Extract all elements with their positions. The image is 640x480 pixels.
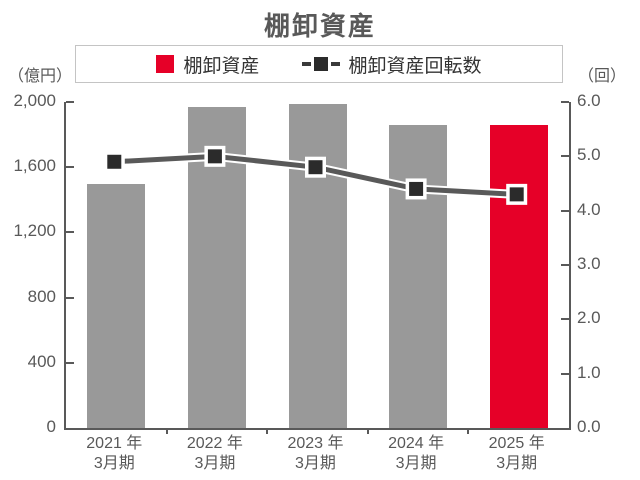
x-axis-boundary-tick xyxy=(266,428,269,434)
x-axis-boundary-tick xyxy=(366,428,369,434)
left-axis-unit: （億円） xyxy=(8,68,73,85)
right-axis-tick xyxy=(561,101,569,103)
left-axis-tick-label: 1,200 xyxy=(13,221,56,241)
right-axis-tick-label: 3.0 xyxy=(577,254,601,273)
left-axis-tick-label: 2,000 xyxy=(13,91,56,110)
legend-item-turnover: 棚卸資産回転数 xyxy=(301,51,482,78)
x-axis-category-label: 2023 年 3月期 xyxy=(287,435,344,472)
right-axis-tick-label: 5.0 xyxy=(577,145,601,165)
left-axis-tick xyxy=(66,166,74,169)
legend: 棚卸資産 棚卸資産回転数 xyxy=(75,45,563,83)
left-axis-tick-label: 800 xyxy=(27,286,56,306)
left-axis-tick-label: 0 xyxy=(46,417,56,436)
legend-item-inventory: 棚卸資産 xyxy=(156,51,260,78)
left-axis-tick-label: 400 xyxy=(27,351,56,371)
x-axis-category-label: 2022 年 3月期 xyxy=(186,435,243,472)
right-axis-tick xyxy=(561,318,569,321)
right-axis-tick-label: 1.0 xyxy=(577,362,601,382)
left-axis-tick xyxy=(66,231,74,234)
right-axis-tick xyxy=(561,209,569,212)
left-axis-tick-label: 1,600 xyxy=(13,156,56,176)
right-axis-tick xyxy=(561,155,569,158)
legend-label: 棚卸資産回転数 xyxy=(348,55,482,77)
plot-area xyxy=(64,101,571,434)
right-axis-tick-label: 6.0 xyxy=(577,91,601,110)
legend-label: 棚卸資産 xyxy=(183,55,260,77)
right-axis-tick-label: 2.0 xyxy=(577,308,601,328)
right-axis-tick xyxy=(561,372,569,375)
x-axis-boundary-tick xyxy=(467,428,470,434)
bar xyxy=(489,124,548,428)
right-axis-unit: （回） xyxy=(578,68,627,85)
x-axis-category-label: 2021 年 3月期 xyxy=(86,435,143,472)
bar xyxy=(87,183,146,428)
right-axis-tick-label: 0.0 xyxy=(577,417,601,436)
left-axis-tick xyxy=(66,101,74,103)
line-marker-swatch-icon xyxy=(301,57,340,71)
left-axis-tick xyxy=(66,361,74,364)
x-axis-boundary-tick xyxy=(165,428,168,434)
left-axis-tick xyxy=(66,296,74,299)
bar-swatch-icon xyxy=(156,55,175,73)
right-axis-tick xyxy=(561,264,569,266)
x-axis-category-label: 2025 年 3月期 xyxy=(488,435,545,472)
x-axis-category-label: 2024 年 3月期 xyxy=(388,435,445,472)
chart-title: 棚卸資産 xyxy=(263,11,376,41)
right-axis-tick-label: 4.0 xyxy=(577,199,601,219)
bar xyxy=(389,124,448,428)
